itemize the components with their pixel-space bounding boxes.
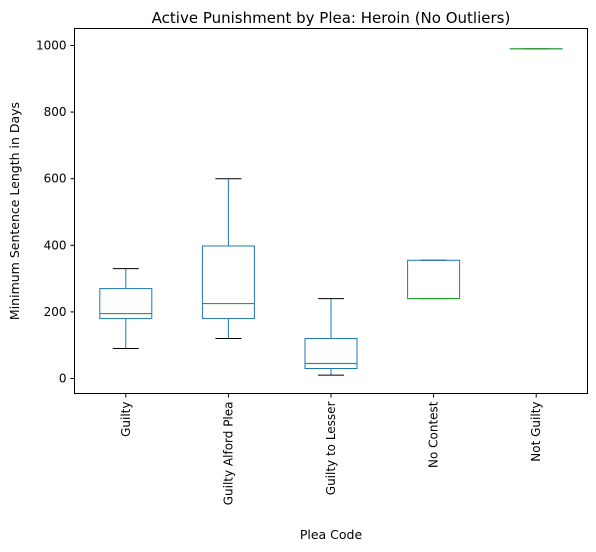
y-tick-label: 800 — [44, 105, 67, 119]
y-axis-label: Minimum Sentence Length in Days — [7, 102, 22, 320]
box-group — [304, 298, 358, 376]
x-tick-label: Guilty — [119, 402, 133, 437]
iqr-box — [99, 288, 153, 320]
iqr-box — [407, 259, 461, 300]
y-tick-label: 400 — [44, 238, 67, 252]
x-axis-label: Plea Code — [300, 527, 363, 542]
chart-title: Active Punishment by Plea: Heroin (No Ou… — [152, 9, 511, 27]
plot-area — [99, 48, 563, 376]
x-tick-label: Guilty Alford Plea — [221, 402, 235, 506]
y-tick-label: 1000 — [36, 39, 67, 53]
x-tick-label: No Contest — [427, 401, 441, 468]
y-tick-label: 0 — [59, 372, 67, 386]
y-tick-label: 600 — [44, 172, 67, 186]
iqr-box — [304, 338, 358, 370]
box-group — [99, 268, 153, 350]
y-tick-label: 200 — [44, 305, 67, 319]
box-group — [407, 259, 461, 300]
iqr-box — [201, 245, 255, 320]
box-group — [201, 178, 255, 340]
x-tick-label: Not Guilty — [529, 402, 543, 462]
x-tick-label: Guilty to Lesser — [324, 401, 338, 495]
